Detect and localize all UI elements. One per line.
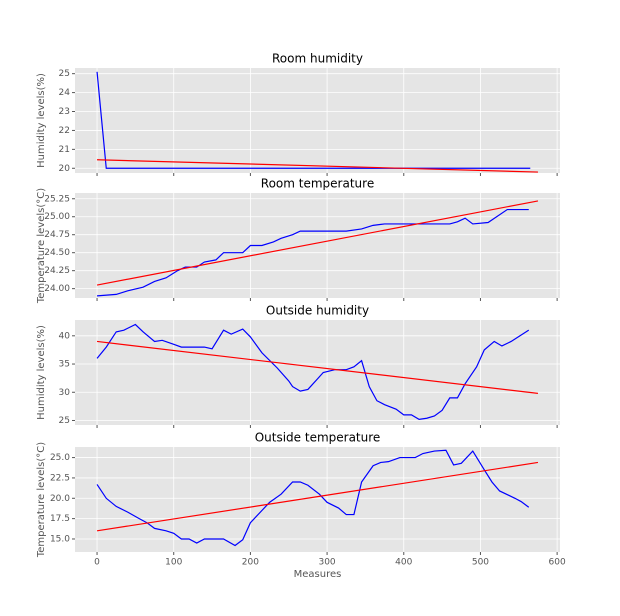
plot-area: [75, 68, 560, 173]
series-line: [96, 200, 539, 286]
y-tick-label: 25.00: [44, 212, 70, 222]
y-tick-label: 22.5: [50, 473, 70, 483]
x-tick-label: 100: [165, 558, 182, 568]
chart-title: Room temperature: [261, 177, 374, 191]
y-tick-label: 23: [59, 107, 70, 117]
y-axis-label: Humidity levels(%): [36, 325, 47, 420]
x-axis-label: Measures: [294, 569, 342, 580]
chart-title: Room humidity: [272, 52, 363, 66]
y-tick-label: 24.50: [44, 248, 70, 258]
y-tick-label: 35: [59, 360, 70, 370]
y-tick-label: 24.00: [44, 284, 70, 294]
series-line: [97, 208, 529, 297]
chart-title: Outside humidity: [266, 304, 369, 318]
series-line: [96, 449, 530, 547]
y-axis-label: Humidity levels(%): [36, 73, 47, 168]
y-tick-label: 24.25: [44, 266, 70, 276]
y-tick-label: 15.0: [50, 534, 70, 544]
series-line: [96, 340, 539, 394]
x-tick-label: 300: [318, 558, 335, 568]
y-tick-label: 20.0: [50, 494, 70, 504]
y-tick-label: 25.0: [50, 453, 70, 463]
y-tick-label: 20: [59, 164, 71, 174]
series-line: [96, 323, 530, 420]
x-tick-label: 200: [242, 558, 259, 568]
series-line: [97, 159, 538, 173]
x-tick-label: 400: [395, 558, 412, 568]
y-tick-label: 22: [59, 126, 70, 136]
y-tick-label: 24: [59, 88, 71, 98]
x-tick-label: 500: [472, 558, 489, 568]
y-tick-label: 40: [59, 331, 71, 341]
y-axis-label: Temperature levels(°C): [36, 188, 47, 304]
y-axis-label: Temperature levels(°C): [36, 442, 47, 558]
y-tick-label: 25.25: [44, 194, 70, 204]
y-tick-label: 21: [59, 145, 70, 155]
plot-area: [75, 320, 560, 425]
series-line: [96, 461, 539, 532]
y-tick-label: 30: [59, 388, 71, 398]
chart-title: Outside temperature: [255, 431, 381, 445]
plot-area: [75, 447, 560, 552]
x-tick-label: 600: [549, 558, 566, 568]
plot-area: [75, 193, 560, 298]
y-tick-label: 24.75: [44, 230, 70, 240]
y-tick-label: 25: [59, 416, 70, 426]
y-tick-label: 25: [59, 69, 70, 79]
x-tick-label: 0: [94, 558, 100, 568]
y-tick-label: 17.5: [50, 514, 70, 524]
